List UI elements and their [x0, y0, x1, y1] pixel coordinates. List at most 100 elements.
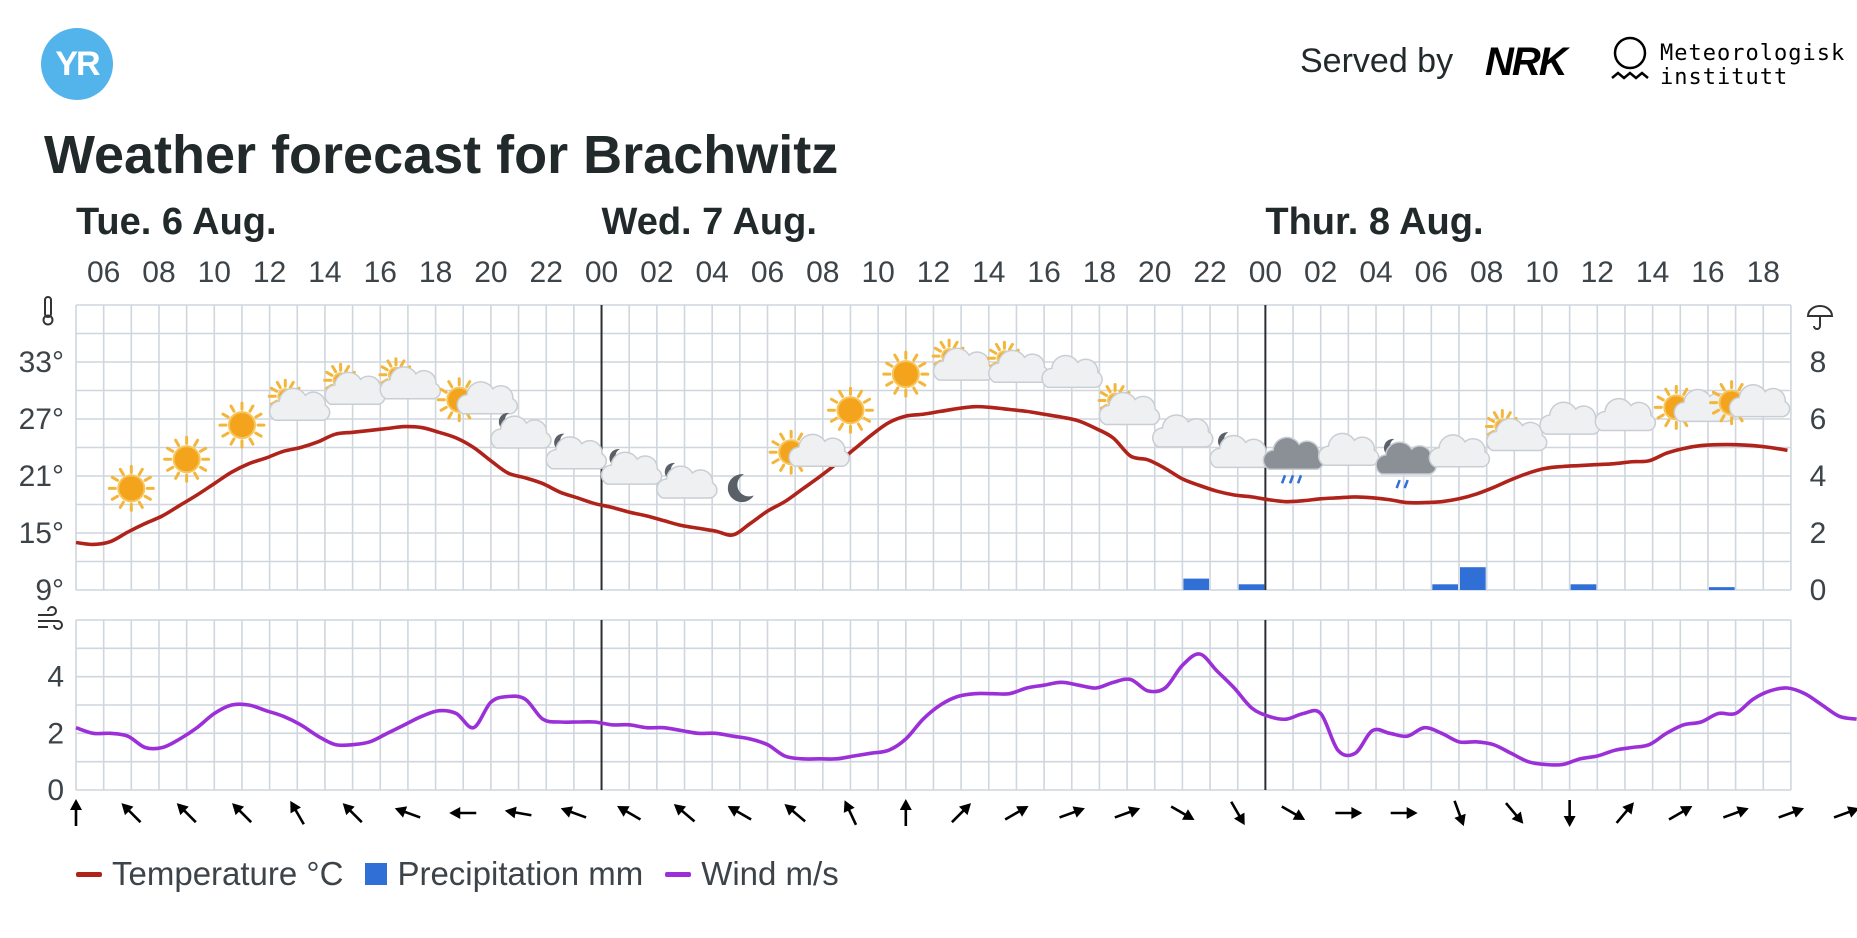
partly-cloudy-night-icon [656, 462, 718, 499]
sun-ray [288, 380, 295, 390]
wind-arrow [673, 804, 696, 823]
moon-shape [727, 474, 754, 503]
cloud-shape [1262, 436, 1325, 471]
wind-arrow-head [1072, 806, 1085, 818]
hour-tick-label: 08 [142, 256, 175, 289]
sun-ray [344, 364, 351, 374]
sun-disc [227, 411, 256, 440]
yr-logo[interactable]: YR [41, 28, 113, 100]
sun-ray [143, 475, 152, 482]
wind-arrow-head [1406, 807, 1418, 819]
sun-ray [856, 422, 863, 431]
nrk-logo[interactable]: NRK [1485, 40, 1568, 84]
wind-arrow-head [121, 803, 134, 816]
day-label: Tue. 6 Aug. [76, 201, 277, 243]
legend-precipitation[interactable]: Precipitation mm [365, 855, 643, 893]
sun-ray [885, 380, 894, 387]
hour-tick-label: 12 [253, 256, 286, 289]
sun-icon [163, 435, 211, 483]
sun-ray [1719, 382, 1726, 392]
partly-cloudy-day-icon [1484, 408, 1548, 452]
legend-wind[interactable]: Wind m/s [665, 855, 839, 893]
wind-arrow-head [1181, 809, 1195, 820]
thermometer-bulb-icon [42, 314, 54, 326]
wind-arrow-head [1791, 806, 1805, 818]
wind-arrow [843, 800, 858, 826]
met-institute-logo[interactable]: Meteorologisk institutt [1660, 42, 1845, 90]
hour-tick-label: 06 [87, 256, 120, 289]
met-institute-icon [1611, 36, 1649, 80]
precipitation-bar [1238, 584, 1265, 590]
partly-cloudy-night-icon [600, 448, 663, 485]
sun-ray [221, 431, 230, 438]
sun-ray [229, 437, 236, 446]
sun-ray [193, 438, 200, 447]
wind-arrow-head [1454, 813, 1466, 827]
precipitation-bar [1183, 578, 1210, 590]
hour-tick-label: 08 [1470, 256, 1503, 289]
legend-temperature[interactable]: Temperature °C [76, 855, 343, 893]
partly-cloudy-day-icon [267, 378, 331, 422]
wind-arrow [899, 799, 912, 826]
wind-arrow [1563, 800, 1576, 827]
sun-ray [1118, 385, 1125, 394]
sun-ray [465, 380, 472, 389]
partly-cloudy-day-icon [378, 357, 442, 400]
temp-tick-label: 9° [35, 574, 64, 607]
wind-arrow-head [899, 799, 912, 810]
wind-arrow-head [843, 800, 855, 813]
sun-ray [1486, 416, 1496, 423]
cloud-shape [268, 387, 331, 422]
wind-arrow [1004, 806, 1029, 821]
hour-tick-label: 22 [530, 256, 563, 289]
sun-ray [143, 494, 152, 501]
sun-ray [912, 386, 919, 395]
wind-arrow-head [673, 804, 687, 816]
sun-ray [137, 500, 144, 509]
sun-ray [325, 370, 334, 377]
wind-arrow [1281, 805, 1306, 820]
sun-ray [1492, 411, 1499, 420]
hour-tick-label: 04 [695, 256, 728, 289]
sun-cloud-icon [768, 429, 850, 475]
sun-ray [439, 387, 448, 394]
sun-ray [447, 380, 454, 389]
hour-tick-label: 18 [1083, 256, 1116, 289]
hour-tick-label: 16 [1027, 256, 1060, 289]
page-title: Weather forecast for Brachwitz [44, 125, 839, 185]
cloud-shape [1098, 391, 1161, 426]
rain-drop [1403, 479, 1409, 489]
precipitation-bar [1708, 587, 1735, 590]
temp-tick-label: 21° [19, 460, 64, 493]
wind-line [75, 652, 1857, 767]
wind-series [75, 652, 1857, 767]
hour-tick-label: 10 [1525, 256, 1558, 289]
wind-arrow [784, 804, 806, 823]
sun-ray [254, 412, 263, 419]
sun-ray [198, 446, 208, 453]
wind-arrow-head [560, 806, 574, 818]
umbrella-icon [1806, 305, 1834, 330]
hour-tick-label: 00 [585, 256, 618, 289]
sun-ray [797, 432, 804, 441]
sun-cloud-icon [1653, 384, 1736, 430]
met-line-2: institutt [1660, 65, 1789, 90]
sun-icon [107, 464, 155, 512]
wind-arrow-head [342, 803, 355, 816]
partly-cloudy-day-icon [931, 338, 995, 381]
sun-ray [118, 500, 125, 509]
partly-cloudy-day-icon [323, 362, 386, 406]
wind-arrow-head [290, 800, 301, 814]
cloud-icon [1041, 354, 1103, 389]
sun-ray [110, 494, 119, 501]
partly-cloudy-night-icon [490, 412, 552, 449]
wind-tick-label: 2 [47, 717, 64, 750]
wind-arrow [342, 803, 363, 824]
partly-cloudy-night-icon [1209, 432, 1271, 469]
cloud-shape [1152, 414, 1214, 448]
cloud-icon [1539, 401, 1601, 435]
precip-tick-label: 8 [1810, 346, 1827, 379]
rain-cloud-icon [1262, 436, 1325, 484]
hour-tick-label: 20 [1138, 256, 1171, 289]
wind-arrow [394, 806, 421, 819]
